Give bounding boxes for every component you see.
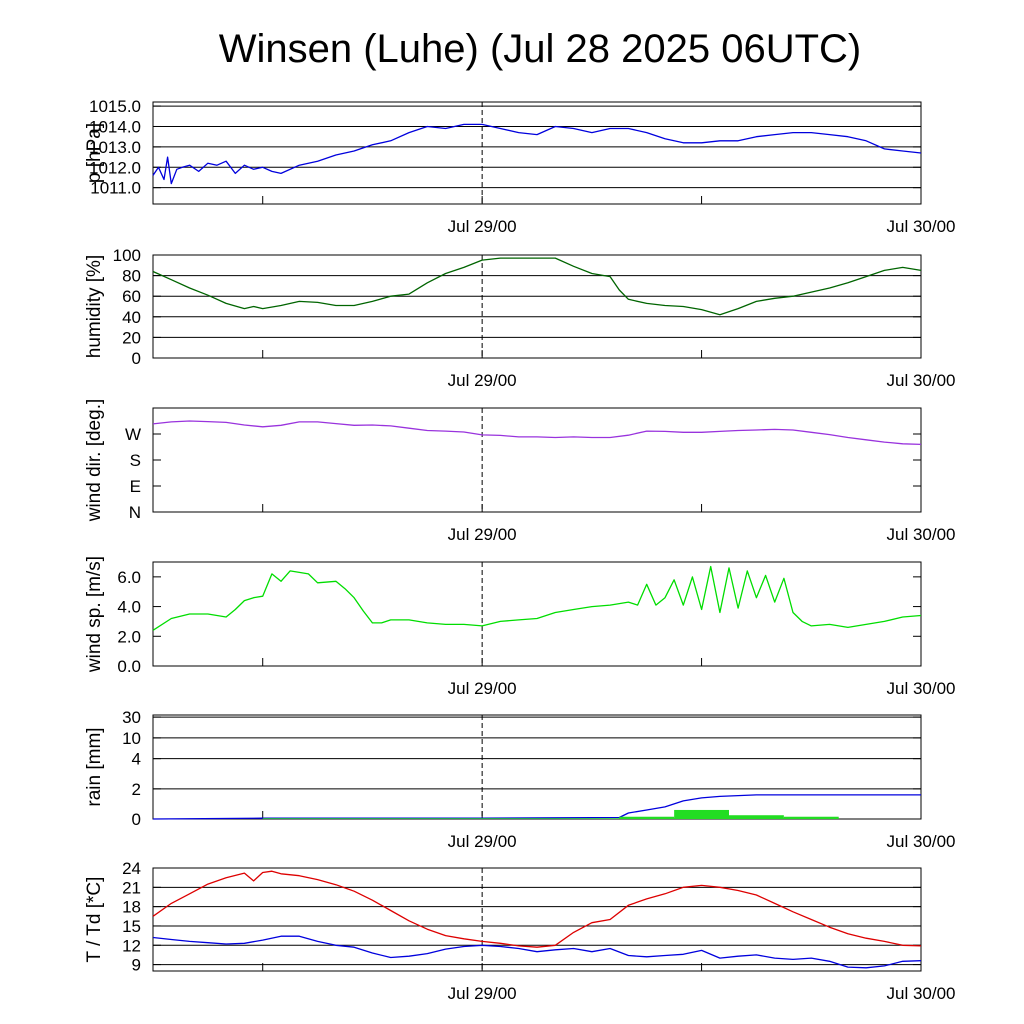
x-tick-label: Jul 29/00 <box>448 371 517 390</box>
x-tick-label: Jul 30/00 <box>887 984 956 1003</box>
y-tick-label: 1011.0 <box>90 179 141 198</box>
y-tick-label: 2 <box>132 780 141 799</box>
x-tick-label: Jul 29/00 <box>448 217 517 236</box>
y-tick-label: 4.0 <box>117 598 141 617</box>
y-tick-label: 2.0 <box>117 627 141 646</box>
y-tick-label: 24 <box>122 859 141 878</box>
y-tick-label: 9 <box>132 956 141 975</box>
series-line-temperature-0 <box>152 870 922 948</box>
y-tick-label: 0 <box>132 810 141 829</box>
y-axis-label: wind sp. [m/s] <box>84 556 105 673</box>
plot-frame <box>152 867 922 972</box>
y-axis-label: wind dir. [deg.] <box>84 399 105 523</box>
x-tick-label: Jul 29/00 <box>448 525 517 544</box>
y-tick-label: 15 <box>122 917 141 936</box>
y-tick-label: 0 <box>132 349 141 368</box>
x-tick-label: Jul 30/00 <box>887 832 956 851</box>
y-tick-label: 18 <box>122 898 141 917</box>
x-tick-label: Jul 29/00 <box>448 984 517 1003</box>
x-tick-label: Jul 29/00 <box>448 679 517 698</box>
y-tick-label: S <box>130 451 141 470</box>
x-tick-label: Jul 30/00 <box>887 217 956 236</box>
rain-bar <box>262 818 620 819</box>
y-tick-label: E <box>130 477 141 496</box>
y-tick-label: 100 <box>113 246 141 265</box>
y-tick-label: 20 <box>122 328 141 347</box>
plot-frame <box>152 254 922 359</box>
y-tick-label: 12 <box>122 936 141 955</box>
y-tick-label: 60 <box>122 287 141 306</box>
y-tick-label: 4 <box>132 750 141 769</box>
y-axis-label: humidity [%] <box>84 255 105 358</box>
series-line-temperature-1 <box>152 935 922 969</box>
y-axis-label: rain [mm] <box>84 727 105 806</box>
y-tick-label: 1012.0 <box>89 158 141 177</box>
series-line-humidity-0 <box>152 257 922 316</box>
y-tick-label: 0.0 <box>117 657 141 676</box>
x-tick-label: Jul 30/00 <box>887 525 956 544</box>
x-tick-label: Jul 29/00 <box>448 832 517 851</box>
y-tick-label: 1013.0 <box>89 138 141 157</box>
rain-bar <box>674 809 729 819</box>
y-tick-label: 80 <box>122 267 141 286</box>
series-line-wind_speed-0 <box>152 565 922 631</box>
series-line-pressure-0 <box>152 123 922 185</box>
y-tick-label: 6.0 <box>117 568 141 587</box>
y-tick-label: W <box>125 425 141 444</box>
series-line-wind_dir-0 <box>152 420 922 446</box>
x-tick-label: Jul 30/00 <box>887 679 956 698</box>
y-axis-label: p [hPa] <box>84 123 105 183</box>
rain-bar <box>729 815 784 819</box>
y-tick-label: 40 <box>122 308 141 327</box>
chart-title: Winsen (Luhe) (Jul 28 2025 06UTC) <box>219 27 862 71</box>
rain-bar <box>619 816 675 819</box>
y-tick-label: 1014.0 <box>89 117 141 136</box>
plot-frame <box>152 101 922 205</box>
plot-frame <box>152 407 922 513</box>
panel-wind_speed: 0.0 2.0 4.0 6.0 wind sp. [m/s] Jul 29/00 Jul 3… <box>84 556 956 698</box>
y-tick-label: 10 <box>122 729 141 748</box>
y-axis-label: T / Td [*C] <box>84 877 105 963</box>
y-tick-label: 30 <box>122 708 141 727</box>
rain-bar <box>783 816 839 819</box>
series-line-rain-0 <box>152 794 921 820</box>
y-tick-label: N <box>129 503 141 522</box>
plot-frame <box>152 561 922 667</box>
plot-frame <box>152 714 922 820</box>
y-tick-label: 21 <box>122 878 141 897</box>
y-tick-label: 1015.0 <box>89 97 141 116</box>
x-tick-label: Jul 30/00 <box>887 371 956 390</box>
panel-rain: 0 2 4 10 30 rain [mm] Jul 29/00 Jul 30/00 <box>84 708 956 851</box>
